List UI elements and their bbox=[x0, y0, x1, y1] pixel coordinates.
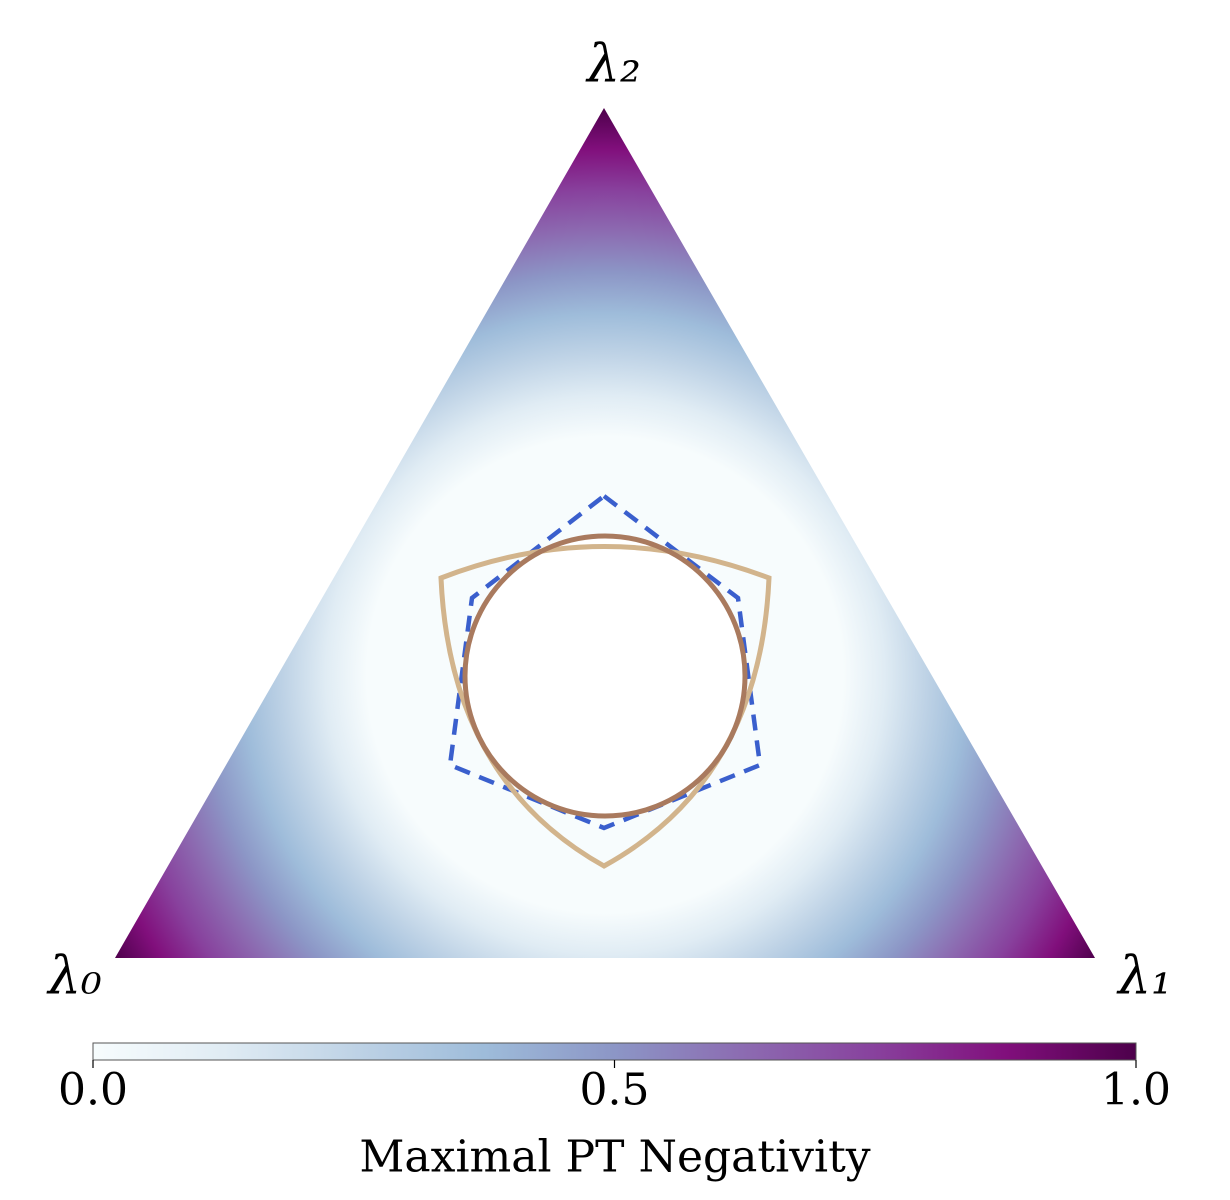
colorbar-tick-label: 1.0 bbox=[1101, 1065, 1171, 1116]
corner-label: λ₀ bbox=[46, 947, 102, 1007]
corner-label: λ₂ bbox=[585, 35, 641, 95]
colorbar-tick-label: 0.0 bbox=[58, 1065, 128, 1116]
colorbar bbox=[92, 1042, 1137, 1061]
dashed-boundary bbox=[447, 493, 763, 831]
corner-label: λ₁ bbox=[1116, 947, 1172, 1007]
ternary-field bbox=[115, 108, 1095, 958]
colorbar-tick-label: 0.5 bbox=[580, 1065, 650, 1116]
inner-region bbox=[465, 536, 745, 816]
colorbar-label: Maximal PT Negativity bbox=[359, 1132, 870, 1183]
circle-boundary bbox=[462, 533, 748, 819]
